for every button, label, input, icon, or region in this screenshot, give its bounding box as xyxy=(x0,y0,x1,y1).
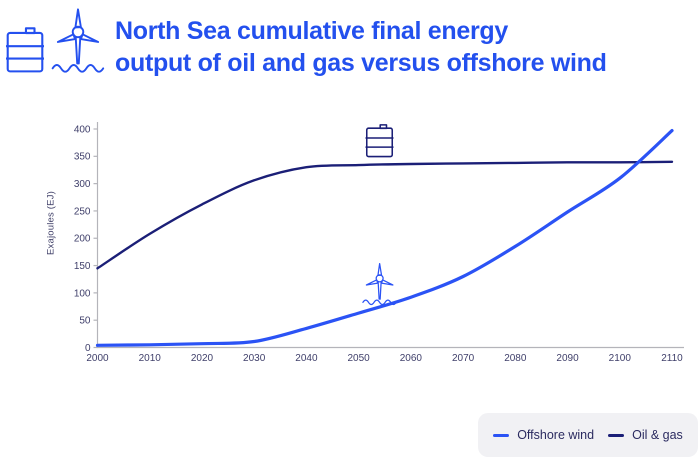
y-tick-label: 350 xyxy=(74,152,91,163)
x-tick-label: 2070 xyxy=(452,353,475,364)
y-tick-label: 50 xyxy=(79,316,91,327)
legend-item-offshore-wind: Offshore wind xyxy=(493,428,594,442)
x-tick-label: 2040 xyxy=(295,353,318,364)
y-tick-label: 400 xyxy=(74,124,91,135)
x-tick-label: 2000 xyxy=(86,353,109,364)
chart-title-line1: North Sea cumulative final energy xyxy=(115,17,508,45)
offshore-wind-line xyxy=(95,129,674,347)
wind-turbine-annotation-icon xyxy=(362,262,397,306)
x-tick-label: 2090 xyxy=(556,353,579,364)
chart-title-line2: output of oil and gas versus offshore wi… xyxy=(115,49,607,77)
x-tick-label: 2100 xyxy=(609,353,632,364)
x-tick-label: 2050 xyxy=(348,353,371,364)
legend-item-oil-gas: Oil & gas xyxy=(608,428,683,442)
x-tick-label: 2080 xyxy=(504,353,527,364)
oil-gas-swatch xyxy=(608,433,625,437)
chart-generated: 0 50 100 150 200 250 300 350 400 2000 2010 2020 2030… xyxy=(74,122,684,364)
x-tick-label: 2020 xyxy=(191,353,214,364)
y-tick-label: 300 xyxy=(74,179,91,190)
oil-barrel-annotation-icon xyxy=(364,124,395,158)
chart-legend: Offshore wind Oil & gas xyxy=(478,413,698,457)
x-tick-label: 2060 xyxy=(400,353,423,364)
x-tick-label: 2110 xyxy=(661,353,683,364)
y-tick-label: 150 xyxy=(74,261,91,272)
y-axis-label: Exajoules (EJ) xyxy=(45,190,57,256)
y-tick-label: 200 xyxy=(74,234,91,245)
x-tick-label: 2010 xyxy=(139,353,162,364)
offshore-wind-swatch xyxy=(493,433,510,437)
y-tick-label: 0 xyxy=(85,343,91,354)
offshore-wind-legend-label: Offshore wind xyxy=(517,428,595,442)
y-tick-label: 100 xyxy=(74,288,91,299)
x-tick-label: 2030 xyxy=(243,353,266,364)
oil-gas-legend-label: Oil & gas xyxy=(632,428,683,442)
y-tick-label: 250 xyxy=(74,206,91,217)
chart-title: North Sea cumulative final energy output… xyxy=(115,15,607,79)
oil-gas-line xyxy=(96,160,674,270)
